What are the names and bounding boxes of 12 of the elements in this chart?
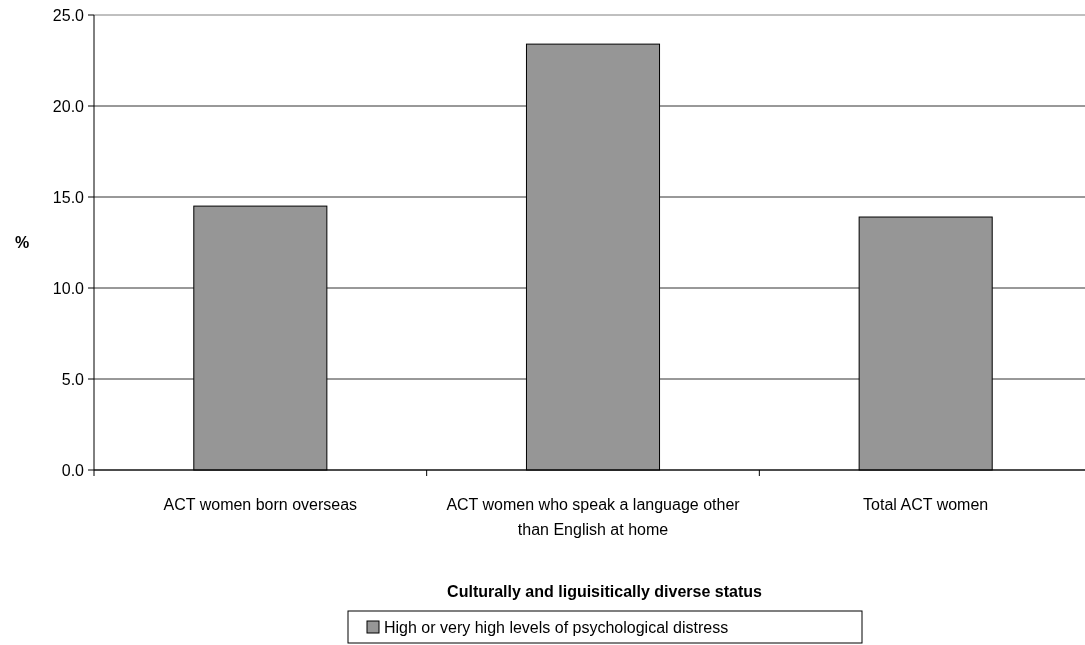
y-tick-label: 15.0	[52, 188, 85, 206]
legend-label: High or very high levels of psychological distress	[384, 618, 729, 636]
y-axis-title: %	[14, 234, 30, 252]
y-tick-label: 20.0	[52, 97, 85, 115]
y-tick-label: 10.0	[52, 279, 85, 297]
y-tick-label: 0.0	[61, 461, 85, 479]
y-tick-label: 25.0	[52, 6, 85, 24]
x-tick-label: Total ACT women	[863, 496, 989, 513]
x-tick-label: ACT women who speak a language other than English at home	[446, 496, 741, 538]
y-tick-label: 5.0	[61, 370, 85, 388]
x-tick-label: ACT women born overseas	[163, 496, 358, 513]
x-axis-title: Culturally and liguisitically diverse status	[447, 583, 762, 600]
